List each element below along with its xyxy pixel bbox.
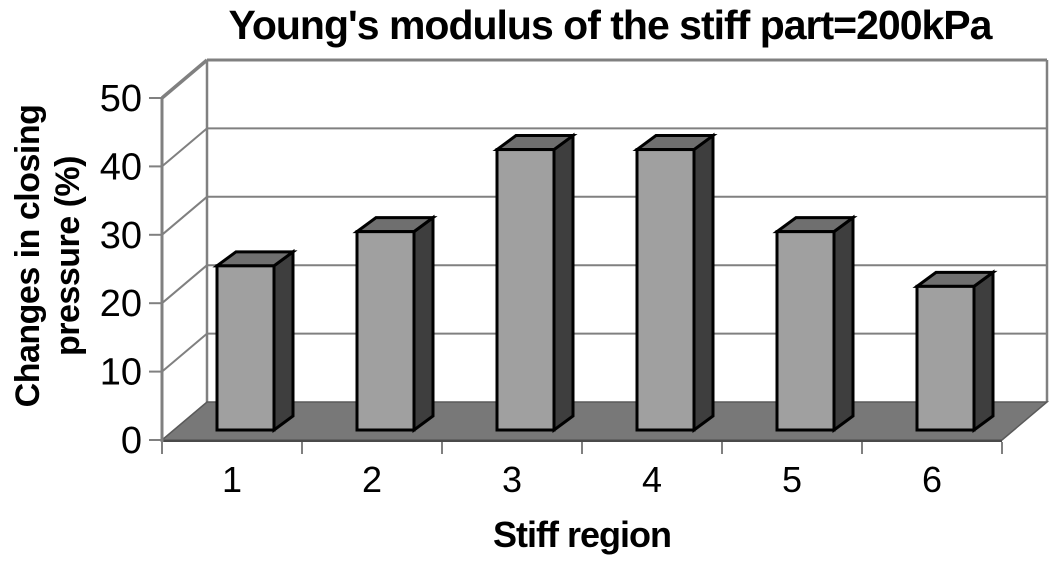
- gridline-side: [161, 332, 208, 373]
- x-tick-label: 5: [782, 459, 802, 500]
- y-tick-label: 0: [121, 420, 142, 462]
- y-tick-label: 30: [100, 215, 142, 257]
- bar-region-3: [495, 148, 556, 432]
- bar-region-4: [635, 148, 696, 432]
- x-tick-label: 2: [362, 459, 382, 500]
- gridline-side: [161, 264, 208, 304]
- y-tick-label: 40: [100, 146, 142, 188]
- bar-region-6-side: [972, 269, 995, 433]
- chart-title: Young's modulus of the stiff part=200kPa: [228, 2, 993, 48]
- gridline-side: [160, 58, 209, 100]
- x-tick-label: 3: [502, 459, 522, 500]
- floor: [159, 401, 1050, 441]
- bar-region-2: [355, 230, 416, 432]
- bar-region-3-side: [552, 132, 575, 433]
- bar-region-5: [775, 230, 836, 432]
- bar-region-2-side: [412, 214, 435, 433]
- bar-region-4-side: [692, 132, 715, 433]
- gridline-side: [161, 127, 208, 168]
- bar-region-5-side: [832, 214, 855, 433]
- y-tick-label: 50: [100, 78, 142, 120]
- x-tick-label: 6: [922, 459, 942, 500]
- x-tick-label: 1: [222, 459, 242, 500]
- y-tick-label: 20: [100, 283, 142, 325]
- x-tick-label: 4: [642, 459, 662, 500]
- bar-region-6: [915, 284, 976, 432]
- y-tick-label: 10: [100, 352, 142, 394]
- bar-region-1: [215, 264, 276, 432]
- x-axis-title: Stiff region: [493, 514, 672, 555]
- gridline-side: [161, 196, 208, 236]
- bar-region-1-side: [272, 248, 295, 433]
